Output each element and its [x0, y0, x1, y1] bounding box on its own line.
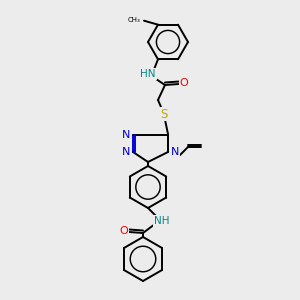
Text: O: O: [180, 77, 188, 88]
Text: O: O: [120, 226, 128, 236]
Text: HN: HN: [140, 69, 156, 79]
Text: CH₃: CH₃: [127, 17, 140, 23]
Text: NH: NH: [154, 216, 170, 226]
Text: N: N: [171, 147, 179, 157]
Text: N: N: [122, 130, 130, 140]
Text: N: N: [122, 147, 130, 157]
Text: S: S: [160, 107, 168, 121]
